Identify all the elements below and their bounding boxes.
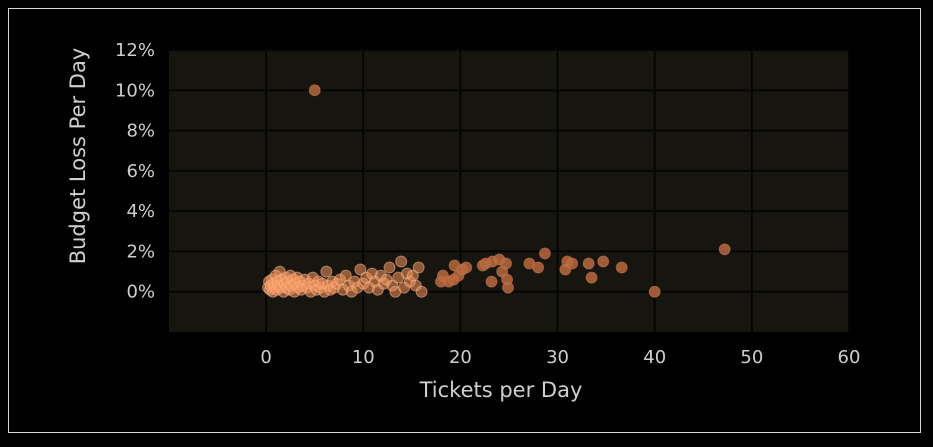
scatter-point bbox=[395, 255, 408, 268]
figure-frame: 0 10 20 30 40 50 60 0% 2% 4% 6% 8% 10% 12% Tickets p… bbox=[8, 8, 921, 433]
y-tick-label: 12% bbox=[115, 40, 155, 61]
scatter-point bbox=[308, 84, 321, 97]
scatter-point bbox=[412, 261, 425, 274]
scatter-point bbox=[538, 247, 551, 260]
y-tick-label: 0% bbox=[126, 282, 155, 303]
scatter-point bbox=[585, 271, 598, 284]
scatter-point bbox=[502, 281, 515, 294]
scatter-point bbox=[485, 275, 498, 288]
y-tick-label: 8% bbox=[126, 121, 155, 142]
y-axis-label: Budget Loss Per Day bbox=[66, 48, 90, 265]
y-tick-label: 10% bbox=[115, 80, 155, 101]
data-points bbox=[262, 84, 731, 298]
scatter-point bbox=[648, 285, 661, 298]
scatter-point bbox=[383, 261, 396, 274]
x-tick-label: 20 bbox=[449, 347, 472, 368]
scatter-point bbox=[320, 265, 333, 278]
x-tick-labels: 0 10 20 30 40 50 60 bbox=[260, 347, 860, 368]
scatter-point bbox=[532, 261, 545, 274]
scatter-point bbox=[615, 261, 628, 274]
scatter-chart: 0 10 20 30 40 50 60 0% 2% 4% 6% 8% 10% 12% Tickets p… bbox=[66, 40, 860, 402]
x-tick-label: 10 bbox=[352, 347, 375, 368]
x-axis-label: Tickets per Day bbox=[419, 378, 583, 402]
y-tick-label: 2% bbox=[126, 241, 155, 262]
x-tick-label: 0 bbox=[260, 347, 271, 368]
scatter-point bbox=[415, 285, 428, 298]
scatter-point bbox=[597, 255, 610, 268]
x-tick-label: 60 bbox=[838, 347, 861, 368]
scatter-point bbox=[354, 263, 367, 276]
scatter-point bbox=[718, 243, 731, 256]
x-tick-label: 50 bbox=[740, 347, 763, 368]
y-tick-labels: 0% 2% 4% 6% 8% 10% 12% bbox=[115, 40, 155, 303]
scatter-point bbox=[582, 257, 595, 270]
y-tick-label: 6% bbox=[126, 161, 155, 182]
y-tick-label: 4% bbox=[126, 201, 155, 222]
x-tick-label: 40 bbox=[643, 347, 666, 368]
x-tick-label: 30 bbox=[546, 347, 569, 368]
scatter-point bbox=[566, 257, 579, 270]
scatter-point bbox=[460, 261, 473, 274]
scatter-point bbox=[500, 257, 513, 270]
